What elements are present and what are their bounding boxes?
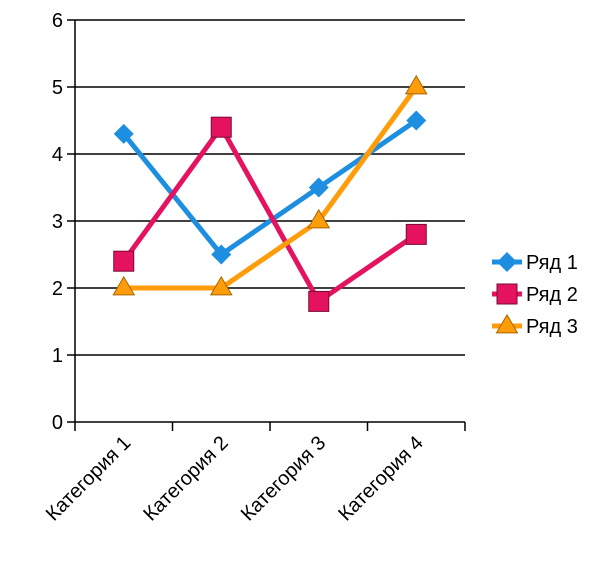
data-point-series-3 xyxy=(307,208,331,229)
series-line-1 xyxy=(121,118,418,258)
legend: Ряд 1 Ряд 2 Ряд 3 xyxy=(492,252,578,338)
data-point-series-1 xyxy=(406,110,427,131)
data-point-series-1 xyxy=(113,123,134,144)
legend-marker-2 xyxy=(496,283,518,305)
data-point-series-3 xyxy=(112,275,136,296)
x-tick-label: Категория 4 xyxy=(334,432,427,525)
y-tick-label: 6 xyxy=(52,10,63,32)
legend-marker-3 xyxy=(495,313,519,334)
data-point-series-2 xyxy=(405,223,427,245)
data-point-series-2 xyxy=(210,116,232,138)
gridlines xyxy=(75,19,465,356)
legend-label-3: Ряд 3 xyxy=(526,316,578,338)
data-point-series-3 xyxy=(404,74,428,95)
y-tick-label: 2 xyxy=(52,278,63,300)
series-line-2 xyxy=(121,122,418,306)
data-point-series-3 xyxy=(209,275,233,296)
x-tick-label: Категория 3 xyxy=(237,432,330,525)
legend-label-1: Ряд 1 xyxy=(526,252,578,274)
y-tick-label: 3 xyxy=(52,211,63,233)
data-point-series-1 xyxy=(308,177,329,198)
data-point-series-1 xyxy=(211,244,232,265)
x-tick-label: Категория 1 xyxy=(42,432,135,525)
legend-label-2: Ряд 2 xyxy=(526,284,578,306)
series-lines xyxy=(112,74,428,312)
x-tick-label: Категория 2 xyxy=(139,432,232,525)
y-tick-label: 5 xyxy=(52,77,63,99)
y-tick-label: 1 xyxy=(52,345,63,367)
y-tick-label: 0 xyxy=(52,412,63,434)
data-point-series-2 xyxy=(113,250,135,272)
legend-marker-1 xyxy=(497,252,517,272)
y-tick-label: 4 xyxy=(52,144,63,166)
series-line-3 xyxy=(123,85,419,291)
data-point-series-2 xyxy=(308,290,330,312)
